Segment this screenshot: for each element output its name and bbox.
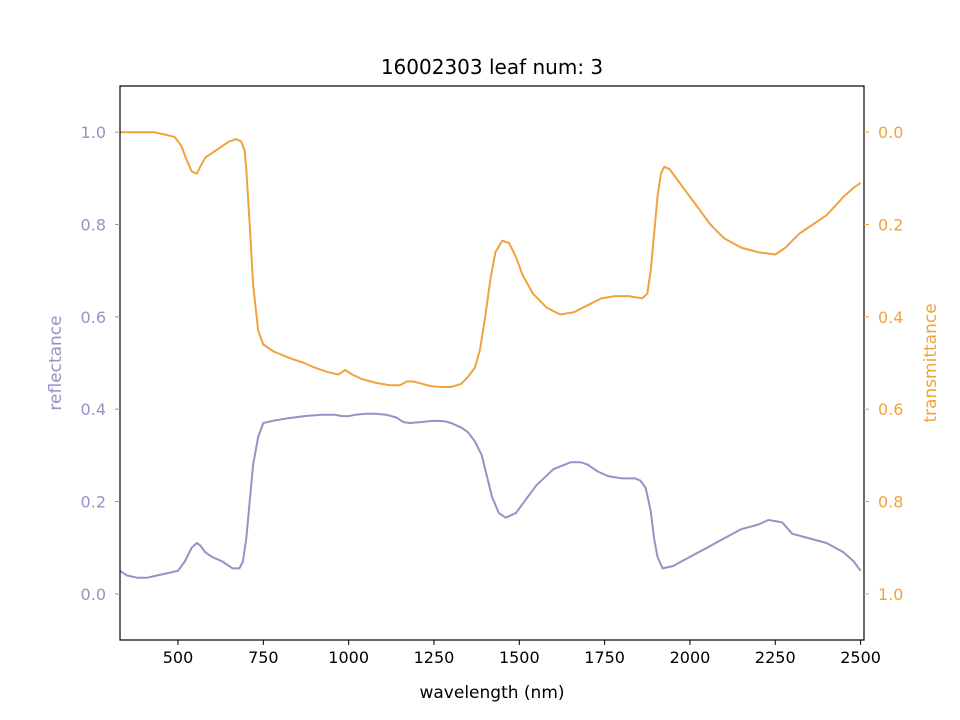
x-tick-label: 1000 xyxy=(328,648,369,667)
x-tick-label: 2250 xyxy=(755,648,796,667)
x-tick-label: 1250 xyxy=(414,648,455,667)
x-tick-label: 500 xyxy=(163,648,194,667)
right-axis-label: transmittance xyxy=(921,303,941,422)
left-tick-label: 0.2 xyxy=(81,493,106,512)
x-axis-label: wavelength (nm) xyxy=(419,683,564,703)
right-tick-label: 0.4 xyxy=(878,308,903,327)
chart-title: 16002303 leaf num: 3 xyxy=(381,55,603,79)
left-axis-label: reflectance xyxy=(46,315,66,410)
left-tick-label: 0.0 xyxy=(81,585,106,604)
x-tick-label: 1500 xyxy=(499,648,540,667)
left-tick-label: 1.0 xyxy=(81,123,106,142)
right-axis: 0.0 0.2 0.4 0.6 0.8 1.0 xyxy=(864,123,903,604)
right-tick-label: 0.0 xyxy=(878,123,903,142)
left-tick-label: 0.4 xyxy=(81,400,106,419)
right-tick-label: 0.6 xyxy=(878,400,903,419)
right-tick-label: 0.8 xyxy=(878,493,903,512)
series-layer xyxy=(119,131,862,579)
series-line-transmittance xyxy=(120,131,862,388)
x-tick-label: 2000 xyxy=(670,648,711,667)
left-tick-label: 0.8 xyxy=(81,216,106,235)
plot-frame xyxy=(119,85,865,641)
x-tick-label: 2500 xyxy=(840,648,881,667)
right-tick-label: 0.2 xyxy=(878,216,903,235)
x-tick-label: 1750 xyxy=(584,648,625,667)
left-tick-label: 0.6 xyxy=(81,308,106,327)
x-axis: 500 750 1000 1250 1500 1750 2000 2250 2500 xyxy=(163,640,881,667)
series-line-reflectance xyxy=(119,412,862,579)
right-tick-label: 1.0 xyxy=(878,585,903,604)
x-tick-label: 750 xyxy=(248,648,279,667)
left-axis: 0.0 0.2 0.4 0.6 0.8 1.0 xyxy=(81,123,120,604)
